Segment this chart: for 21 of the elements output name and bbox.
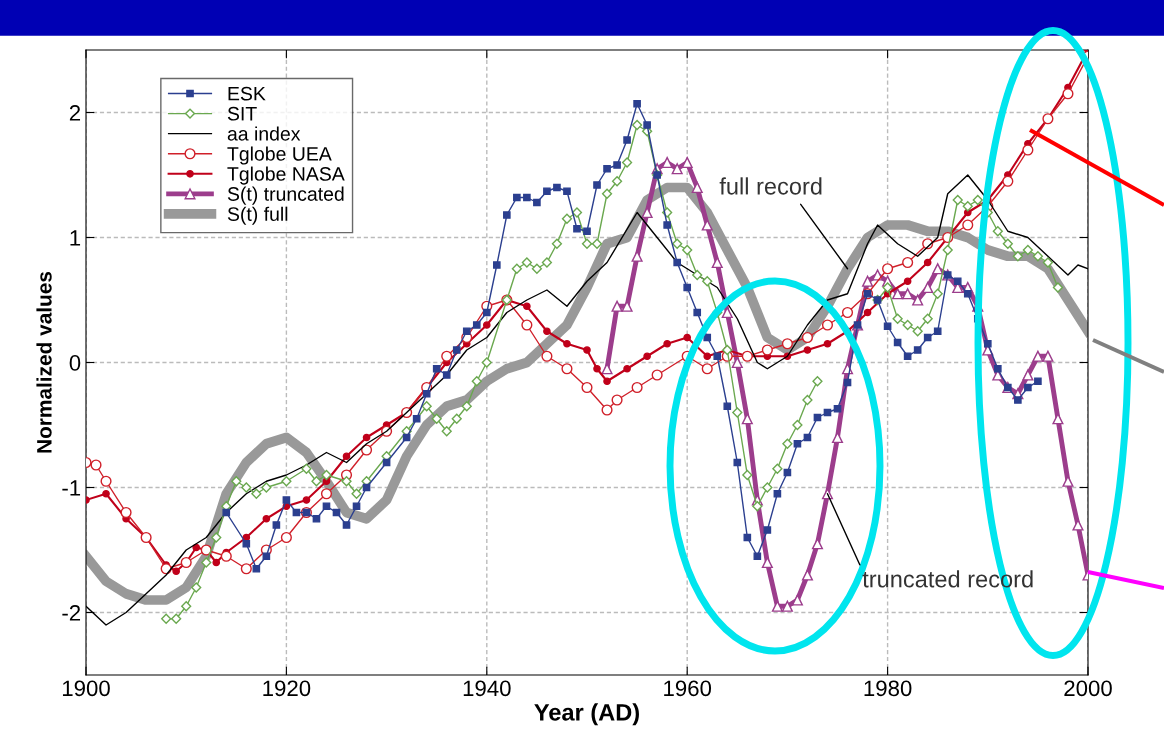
legend-label: ESK: [228, 86, 266, 101]
y-axis-title: Normalized values: [36, 271, 52, 453]
x-tick-label: 2000: [1064, 680, 1112, 697]
x-tick-label: 1940: [463, 680, 511, 697]
x-tick-label: 1920: [263, 680, 311, 697]
x-tick-label: 1900: [62, 680, 110, 697]
legend-label: Tglobe UEA: [227, 146, 332, 165]
annotation: full record: [719, 177, 822, 195]
legend-label: Tglobe NASA: [227, 166, 345, 185]
legend-label: S(t) truncated: [227, 186, 344, 205]
y-tick-label: 2: [69, 105, 81, 121]
y-tick-label: 1: [70, 230, 81, 246]
x-axis-title: Year (AD): [534, 703, 639, 726]
legend-label: aa index: [227, 126, 301, 141]
y-tick-label: -1: [62, 480, 81, 496]
x-tick-label: 1980: [864, 680, 912, 697]
legend-label: SIT: [227, 106, 257, 121]
legend-label: S(t) full: [227, 206, 288, 225]
y-tick-label: 0: [69, 355, 81, 371]
x-tick-label: 1960: [664, 680, 712, 697]
y-tick-label: -2: [62, 605, 81, 621]
